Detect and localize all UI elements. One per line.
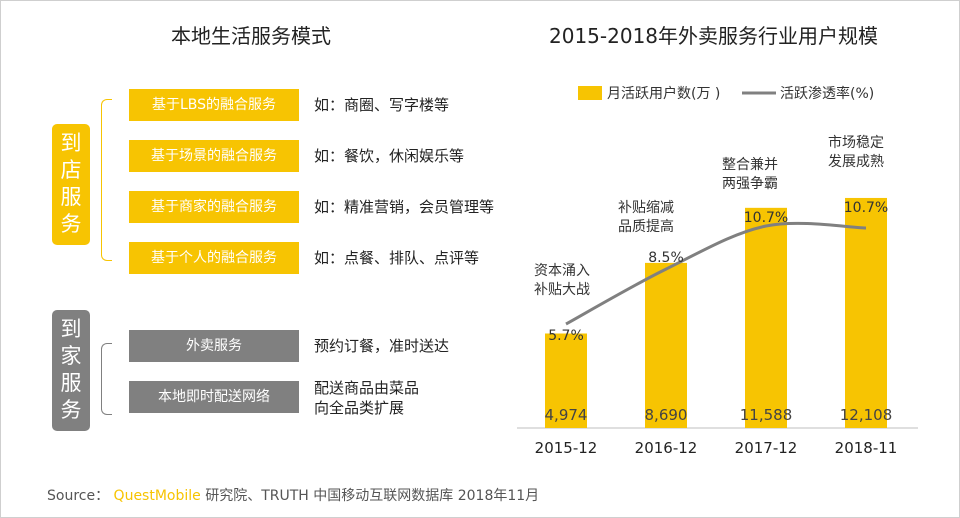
annotation: 整合兼并	[722, 157, 778, 173]
service-box-delivery: 外卖服务	[129, 330, 299, 362]
annotation: 资本涌入	[534, 263, 590, 279]
service-box-personal: 基于个人的融合服务	[129, 242, 299, 274]
annotation: 市场稳定	[828, 134, 884, 151]
service-desc: 配送商品由菜品 向全品类扩展	[314, 378, 419, 418]
service-desc: 如：餐饮，休闲娱乐等	[314, 147, 465, 165]
bar-value-label: 4,974	[545, 406, 588, 424]
group-label-char: 店	[60, 158, 82, 182]
group-label-home: 到 家 服 务	[52, 310, 90, 431]
bracket-store	[101, 99, 112, 261]
bar	[745, 207, 787, 428]
group-label-char: 家	[60, 344, 82, 368]
service-desc: 预约订餐，准时送达	[314, 337, 450, 355]
service-desc-line: 向全品类扩展	[314, 399, 405, 417]
left-title: 本地生活服务模式	[171, 24, 331, 48]
annotation: 品质提高	[618, 218, 674, 235]
service-desc: 如：商圈、写字楼等	[314, 96, 450, 114]
line-value-label: 5.7%	[548, 328, 584, 344]
x-tick-label: 2015-12	[535, 439, 598, 457]
bar-value-label: 8,690	[645, 406, 688, 424]
service-box-scene: 基于场景的融合服务	[129, 140, 299, 172]
x-tick-label: 2018-11	[835, 439, 898, 457]
service-box-merchant: 基于商家的融合服务	[129, 191, 299, 223]
bar	[845, 197, 887, 428]
bar-value-label: 12,108	[840, 406, 893, 424]
service-desc: 如：精准营销，会员管理等	[314, 198, 495, 216]
bar	[645, 262, 687, 428]
group-label-char: 服	[60, 371, 82, 395]
group-label-store: 到 店 服 务	[52, 124, 90, 245]
group-label-char: 务	[60, 398, 82, 422]
source-brand: QuestMobile	[113, 488, 201, 504]
source-rest: 研究院、TRUTH 中国移动互联网数据库 2018年11月	[205, 488, 540, 504]
group-label-char: 务	[60, 212, 82, 236]
series-line	[565, 221, 867, 326]
line-value-label: 10.7%	[744, 210, 788, 226]
annotation: 补贴缩减	[618, 200, 674, 216]
source-prefix: Source：	[47, 488, 110, 504]
x-tick-label: 2017-12	[735, 439, 798, 457]
annotation: 两强争霸	[722, 176, 778, 192]
line-value-label: 8.5%	[648, 250, 684, 266]
bar	[545, 333, 587, 428]
group-label-char: 到	[60, 317, 82, 341]
legend-line-label: 活跃渗透率(%)	[780, 85, 874, 102]
bar-value-label: 11,588	[740, 406, 793, 424]
service-desc-line: 配送商品由菜品	[314, 379, 420, 397]
source-note: Source： QuestMobile 研究院、TRUTH 中国移动互联网数据库…	[47, 485, 539, 505]
legend-bar-label: 月活跃用户数(万 )	[607, 85, 720, 102]
annotation: 补贴大战	[534, 282, 590, 298]
legend-bar-swatch	[578, 86, 602, 100]
service-box-logistics: 本地即时配送网络	[129, 381, 299, 413]
service-box-lbs: 基于LBS的融合服务	[129, 89, 299, 121]
line-value-label: 10.7%	[844, 200, 888, 216]
group-label-char: 到	[60, 131, 82, 155]
bracket-home	[101, 343, 112, 415]
group-label-char: 服	[60, 185, 82, 209]
annotation: 发展成熟	[828, 154, 884, 170]
x-tick-label: 2016-12	[635, 439, 698, 457]
chart-title: 2015-2018年外卖服务行业用户规模	[549, 24, 879, 48]
service-desc: 如：点餐、排队、点评等	[314, 249, 480, 267]
